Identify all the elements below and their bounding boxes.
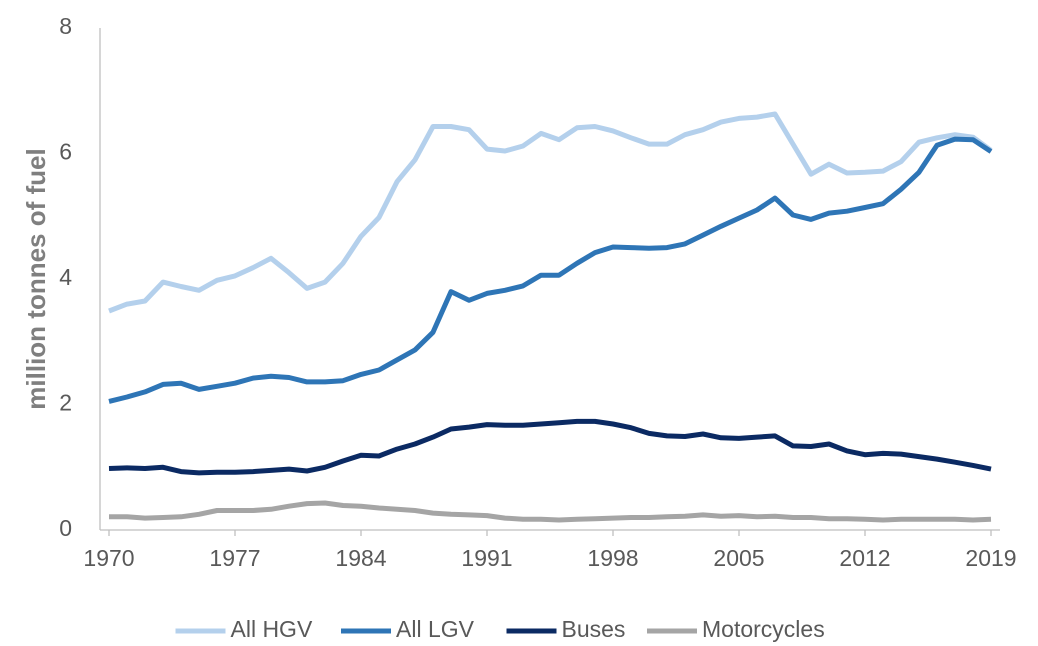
x-tick-label: 2019 xyxy=(965,545,1016,571)
y-tick-label: 6 xyxy=(59,139,72,165)
y-tick-label: 0 xyxy=(59,515,72,541)
series-line xyxy=(109,500,992,523)
x-tick-label: 1977 xyxy=(209,545,260,571)
series-line xyxy=(108,418,992,476)
legend-label: Motorcycles xyxy=(702,616,825,642)
series-line xyxy=(108,111,993,314)
x-tick-label: 2005 xyxy=(713,545,764,571)
y-tick-label: 2 xyxy=(59,390,72,416)
legend-label: All LGV xyxy=(396,616,475,642)
y-axis-label: million tonnes of fuel xyxy=(21,148,51,409)
x-tick-label: 2012 xyxy=(839,545,890,571)
y-tick-label: 4 xyxy=(59,264,72,290)
series-line xyxy=(108,136,993,404)
x-tick-label: 1984 xyxy=(335,545,386,571)
y-tick-label: 8 xyxy=(59,13,72,39)
x-tick-label: 1998 xyxy=(587,545,638,571)
legend-label: All HGV xyxy=(231,616,313,642)
x-tick-label: 1970 xyxy=(83,545,134,571)
x-tick-label: 1991 xyxy=(461,545,512,571)
legend-label: Buses xyxy=(562,616,626,642)
